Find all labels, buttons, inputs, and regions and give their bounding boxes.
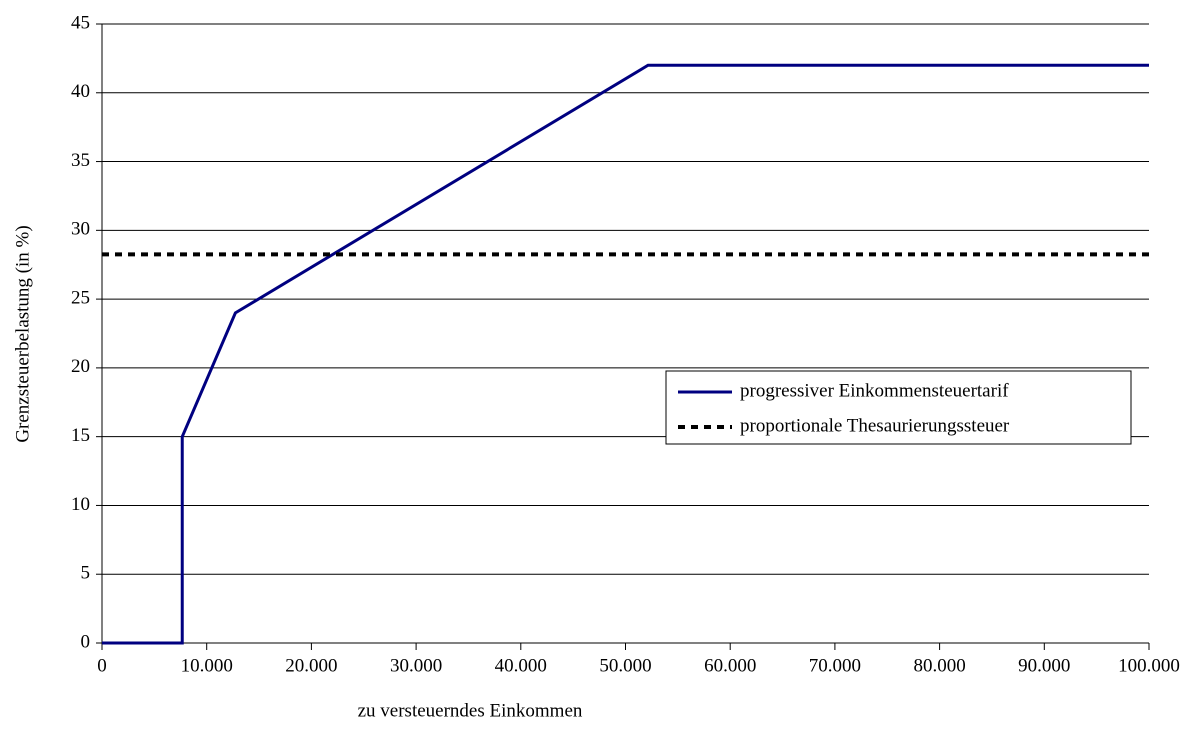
legend-label: progressiver Einkommensteuertarif xyxy=(740,380,1009,401)
y-tick-label: 30 xyxy=(71,219,90,240)
y-tick-label: 35 xyxy=(71,150,90,171)
series-line xyxy=(102,63,1149,645)
y-tick-label: 45 xyxy=(71,12,90,33)
y-tick-label: 0 xyxy=(81,631,91,652)
y-tick-label: 5 xyxy=(81,563,91,584)
x-tick-label: 70.000 xyxy=(809,655,861,676)
x-tick-label: 50.000 xyxy=(599,655,651,676)
x-tick-label: 90.000 xyxy=(1018,655,1070,676)
legend-label: proportionale Thesaurierungssteuer xyxy=(740,415,1010,436)
x-tick-label: 20.000 xyxy=(285,655,337,676)
x-axis-label: zu versteuerndes Einkommen xyxy=(358,700,583,721)
y-tick-label: 20 xyxy=(71,356,90,377)
y-tick-label: 15 xyxy=(71,425,90,446)
x-tick-label: 100.000 xyxy=(1118,655,1180,676)
x-tick-label: 10.000 xyxy=(181,655,233,676)
x-tick-label: 40.000 xyxy=(495,655,547,676)
legend-box xyxy=(665,370,1132,445)
x-tick-label: 0 xyxy=(97,655,107,676)
y-axis-label: Grenzsteuerbelastung (in %) xyxy=(12,225,33,442)
y-tick-label: 25 xyxy=(71,287,90,308)
y-tick-label: 40 xyxy=(71,81,90,102)
y-tick-label: 10 xyxy=(71,494,90,515)
x-tick-label: 80.000 xyxy=(913,655,965,676)
x-tick-label: 60.000 xyxy=(704,655,756,676)
x-tick-label: 30.000 xyxy=(390,655,442,676)
